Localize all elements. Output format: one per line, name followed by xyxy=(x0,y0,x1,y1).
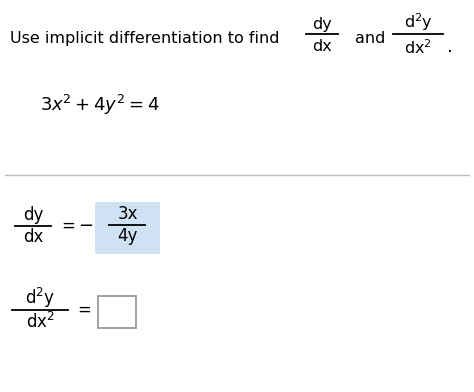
FancyBboxPatch shape xyxy=(95,202,160,254)
Text: $\mathregular{dx^2}$: $\mathregular{dx^2}$ xyxy=(404,39,432,57)
Text: .: . xyxy=(447,36,453,56)
Text: $3x^2 + 4y^2 = 4$: $3x^2 + 4y^2 = 4$ xyxy=(40,93,160,117)
Text: and: and xyxy=(355,31,385,45)
Text: dy: dy xyxy=(23,206,43,224)
Text: Use implicit differentiation to find: Use implicit differentiation to find xyxy=(10,31,280,45)
Text: dx: dx xyxy=(312,38,332,53)
Text: =: = xyxy=(77,301,91,319)
Text: 3x: 3x xyxy=(117,205,138,223)
Text: dx: dx xyxy=(23,228,43,246)
Text: $\mathregular{dx^2}$: $\mathregular{dx^2}$ xyxy=(26,312,55,332)
Text: =: = xyxy=(61,217,75,235)
Text: 4y: 4y xyxy=(117,227,137,245)
FancyBboxPatch shape xyxy=(98,296,136,328)
Text: −: − xyxy=(78,217,93,235)
Text: $\mathregular{d^2y}$: $\mathregular{d^2y}$ xyxy=(25,286,55,310)
Text: $\mathregular{d^2y}$: $\mathregular{d^2y}$ xyxy=(403,11,432,33)
Text: dy: dy xyxy=(312,16,332,31)
